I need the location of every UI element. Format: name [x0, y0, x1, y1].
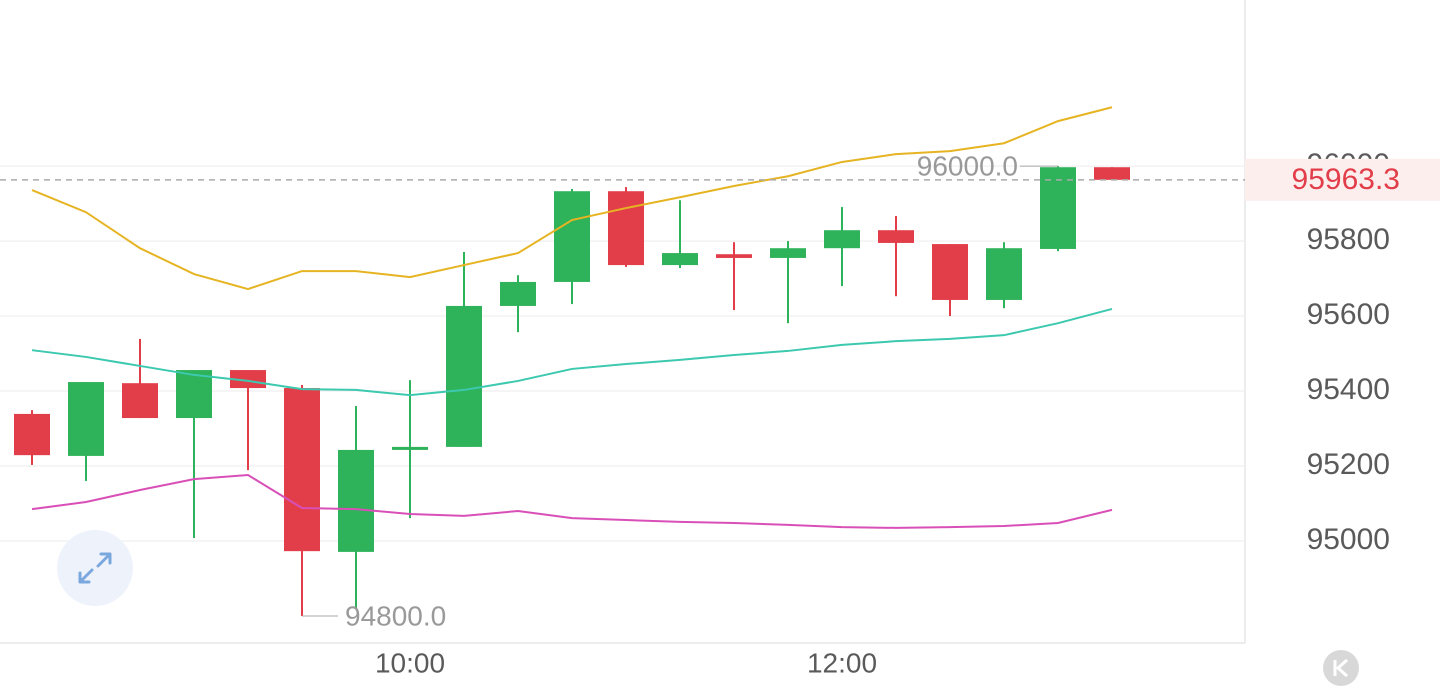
last-price-label: 95963.3 — [1292, 163, 1400, 196]
candle-body — [14, 413, 50, 456]
last-price-badge — [1245, 158, 1440, 201]
k-bg — [1323, 650, 1359, 686]
y-tick-label: 95200 — [1307, 448, 1390, 481]
y-tick-label: 95600 — [1307, 298, 1390, 331]
overlay-line — [31, 474, 1113, 529]
candle-body — [68, 382, 104, 456]
candle-body — [986, 248, 1022, 300]
expand-button[interactable] — [57, 530, 133, 606]
high-marker-label: 96000.0 — [917, 150, 1018, 181]
candle-body — [122, 383, 158, 419]
candle-body — [176, 370, 212, 419]
candle-body — [554, 191, 590, 282]
overlay-line — [31, 307, 1113, 397]
candle-body — [770, 248, 806, 258]
x-tick-label: 10:00 — [375, 647, 445, 678]
candle-body — [932, 244, 968, 300]
x-tick-label: 12:00 — [807, 647, 877, 678]
candle-body — [284, 388, 320, 552]
low-marker-label: 94800.0 — [345, 600, 446, 631]
candle-body — [1094, 167, 1130, 180]
candle-body — [500, 281, 536, 306]
overlay-line — [31, 106, 1113, 291]
y-tick-label: 95000 — [1307, 523, 1390, 556]
k-button[interactable] — [1323, 650, 1359, 686]
candle-body — [230, 370, 266, 389]
candle-body — [608, 191, 644, 266]
candle-body — [662, 253, 698, 266]
k-icon — [1333, 658, 1348, 678]
expand-icon — [78, 552, 112, 584]
candle-body — [446, 305, 482, 447]
candle-body — [392, 446, 428, 450]
y-tick-label: 95400 — [1307, 373, 1390, 406]
candle-body — [716, 254, 752, 258]
plot: 96000.0 94800.0 — [0, 106, 1245, 631]
y-tick-label: 95800 — [1307, 223, 1390, 256]
candle-body — [824, 230, 860, 249]
candle-body — [338, 449, 374, 552]
expand-bg — [57, 530, 133, 606]
candle-body — [1040, 167, 1076, 249]
candle-body — [878, 230, 914, 243]
